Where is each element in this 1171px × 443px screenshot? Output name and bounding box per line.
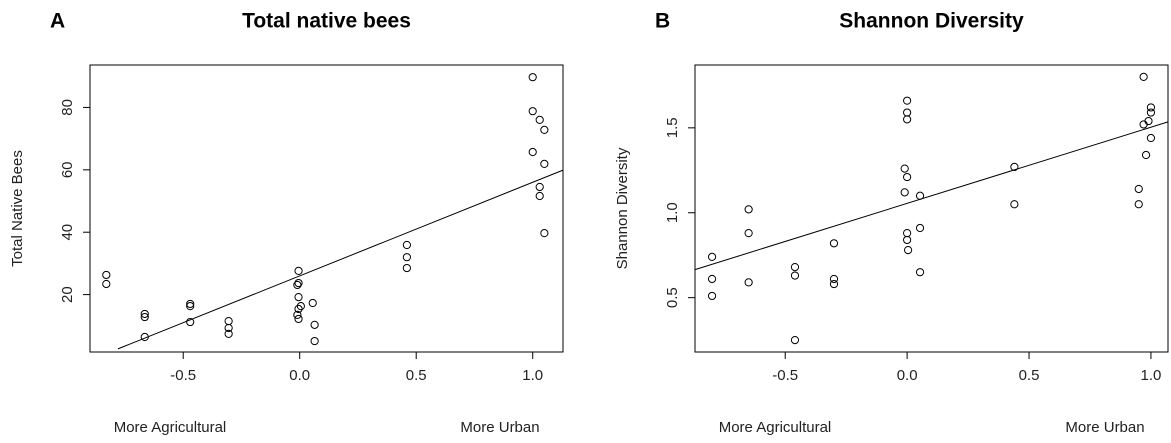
- data-point: [1144, 116, 1153, 126]
- x-tick-label: -0.5: [170, 367, 196, 384]
- data-point: [1134, 200, 1143, 209]
- y-tick-label: 1.5: [664, 117, 681, 138]
- y-tick-label: 20: [59, 286, 76, 303]
- plot-frame: [89, 64, 564, 353]
- data-point: [744, 278, 753, 287]
- chart-title: Shannon Diversity: [839, 10, 1024, 33]
- data-point: [294, 314, 303, 324]
- data-point: [1139, 72, 1148, 81]
- data-point: [790, 271, 800, 280]
- x-tick-label: 1.0: [1141, 367, 1162, 384]
- data-point: [903, 235, 912, 245]
- plot-frame: [694, 64, 1169, 353]
- y-axis-label: Shannon Diversity: [614, 147, 631, 269]
- data-point: [903, 246, 913, 255]
- data-point: [224, 329, 233, 339]
- fit-line: [117, 169, 564, 350]
- data-point: [744, 229, 753, 238]
- data-point: [540, 229, 549, 238]
- data-point: [528, 73, 537, 82]
- data-point: [829, 279, 839, 289]
- data-point: [790, 336, 800, 345]
- data-point: [915, 223, 925, 233]
- x-tick-label: 0.5: [1019, 367, 1040, 384]
- data-point: [402, 263, 411, 273]
- data-point: [744, 205, 753, 214]
- data-point: [903, 96, 912, 105]
- data-point: [528, 147, 537, 157]
- data-point: [224, 317, 233, 326]
- data-point: [294, 266, 303, 275]
- y-axis-label: Total Native Bees: [9, 150, 26, 267]
- fit-line: [694, 121, 1169, 271]
- x-tick-label: 0.0: [289, 367, 310, 384]
- data-point: [102, 279, 111, 289]
- data-point: [294, 304, 303, 314]
- data-point: [402, 253, 411, 262]
- data-point: [903, 115, 912, 124]
- data-point: [1010, 200, 1019, 209]
- data-point: [140, 309, 149, 319]
- data-point: [1146, 108, 1156, 117]
- y-tick-label: 1.0: [664, 202, 681, 223]
- data-point: [186, 302, 195, 311]
- data-point: [707, 291, 717, 301]
- data-point: [1139, 120, 1148, 129]
- data-point: [540, 125, 549, 134]
- data-point: [140, 312, 149, 322]
- x-annotation: More Agricultural: [719, 419, 832, 436]
- data-point: [900, 188, 909, 197]
- panel-label: B: [655, 10, 670, 33]
- data-point: [528, 107, 537, 116]
- y-tick-label: 80: [59, 99, 76, 116]
- data-point: [707, 274, 717, 284]
- x-annotation: More Urban: [460, 419, 539, 436]
- data-point: [540, 159, 549, 168]
- data-point: [535, 191, 544, 201]
- data-point: [1010, 162, 1019, 171]
- data-point: [535, 115, 544, 125]
- data-point: [1134, 184, 1143, 194]
- data-point: [308, 298, 317, 308]
- y-tick-label: 40: [59, 224, 76, 241]
- data-point: [296, 302, 305, 311]
- data-point: [915, 268, 925, 277]
- data-point: [293, 310, 302, 319]
- x-tick-label: -0.5: [772, 367, 798, 384]
- x-annotation: More Urban: [1065, 419, 1144, 436]
- chart-title: Total native bees: [242, 10, 411, 33]
- y-tick-label: 0.5: [664, 287, 681, 308]
- x-annotation: More Agricultural: [114, 419, 227, 436]
- panel-label: A: [50, 10, 65, 33]
- data-point: [310, 320, 319, 329]
- x-tick-label: 0.0: [897, 367, 918, 384]
- data-point: [186, 317, 195, 327]
- data-point: [1146, 133, 1156, 143]
- data-point: [293, 280, 302, 290]
- data-point: [903, 172, 912, 182]
- data-point: [1146, 103, 1156, 112]
- data-point: [790, 262, 800, 272]
- data-point: [294, 292, 303, 302]
- data-point: [186, 299, 195, 309]
- data-point: [903, 229, 912, 238]
- y-tick-label: 60: [59, 161, 76, 178]
- data-point: [310, 336, 319, 346]
- data-point: [1141, 150, 1151, 160]
- data-point: [707, 252, 717, 261]
- data-point: [535, 182, 544, 192]
- data-point: [102, 270, 111, 280]
- data-point: [903, 108, 912, 117]
- x-tick-label: 1.0: [522, 367, 543, 384]
- data-point: [402, 240, 411, 250]
- x-tick-label: 0.5: [406, 367, 427, 384]
- data-point: [224, 323, 233, 333]
- data-point: [829, 239, 839, 248]
- data-point: [829, 274, 839, 284]
- data-point: [294, 278, 303, 288]
- data-point: [900, 164, 909, 173]
